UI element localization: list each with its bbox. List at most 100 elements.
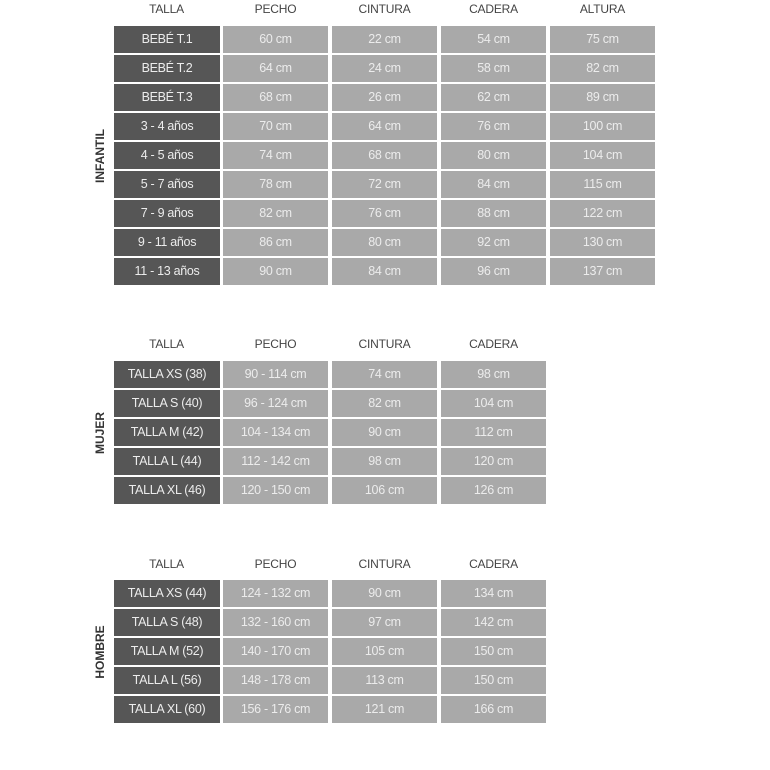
measurement-cell: 100 cm [550, 113, 655, 140]
measurement-cell: 104 - 134 cm [223, 419, 328, 446]
column-header: CINTURA [358, 557, 411, 571]
measurement-cell: 74 cm [332, 361, 437, 388]
size-cell: BEBÉ T.1 [114, 26, 220, 53]
measurement-cell: 166 cm [441, 696, 546, 723]
measurement-cell: 140 - 170 cm [223, 638, 328, 665]
column-header: CINTURA [358, 337, 411, 351]
measurement-cell: 112 cm [441, 419, 546, 446]
measurement-cell: 150 cm [441, 638, 546, 665]
measurement-cell: 122 cm [550, 200, 655, 227]
measurement-cell: 126 cm [441, 477, 546, 504]
measurement-cell: 26 cm [332, 84, 437, 111]
size-cell: TALLA M (52) [114, 638, 220, 665]
measurement-cell: 70 cm [223, 113, 328, 140]
column-header: CADERA [469, 557, 518, 571]
measurement-cell: 142 cm [441, 609, 546, 636]
measurement-cell: 84 cm [332, 258, 437, 285]
measurement-cell: 74 cm [223, 142, 328, 169]
column-header: TALLA [149, 557, 184, 571]
section-label: INFANTIL [93, 128, 107, 183]
measurement-cell: 150 cm [441, 667, 546, 694]
measurement-cell: 90 cm [332, 580, 437, 607]
measurement-cell: 137 cm [550, 258, 655, 285]
measurement-cell: 24 cm [332, 55, 437, 82]
measurement-cell: 64 cm [332, 113, 437, 140]
section-label: MUJER [93, 411, 107, 454]
measurement-cell: 80 cm [441, 142, 546, 169]
size-cell: 3 - 4 años [114, 113, 220, 140]
measurement-cell: 80 cm [332, 229, 437, 256]
column-header: PECHO [254, 557, 297, 571]
column-header: PECHO [254, 337, 297, 351]
measurement-cell: 132 - 160 cm [223, 609, 328, 636]
column-header: CINTURA [358, 2, 411, 16]
measurement-cell: 113 cm [332, 667, 437, 694]
measurement-cell: 68 cm [332, 142, 437, 169]
size-cell: TALLA L (44) [114, 448, 220, 475]
size-cell: 11 - 13 años [114, 258, 220, 285]
measurement-cell: 75 cm [550, 26, 655, 53]
measurement-cell: 62 cm [441, 84, 546, 111]
measurement-cell: 89 cm [550, 84, 655, 111]
measurement-cell: 96 cm [441, 258, 546, 285]
measurement-cell: 124 - 132 cm [223, 580, 328, 607]
measurement-cell: 86 cm [223, 229, 328, 256]
measurement-cell: 54 cm [441, 26, 546, 53]
measurement-cell: 84 cm [441, 171, 546, 198]
column-header: PECHO [254, 2, 297, 16]
measurement-cell: 120 cm [441, 448, 546, 475]
measurement-cell: 115 cm [550, 171, 655, 198]
measurement-cell: 105 cm [332, 638, 437, 665]
size-cell: TALLA XL (60) [114, 696, 220, 723]
measurement-cell: 156 - 176 cm [223, 696, 328, 723]
size-cell: TALLA L (56) [114, 667, 220, 694]
column-header: TALLA [149, 2, 184, 16]
measurement-cell: 22 cm [332, 26, 437, 53]
measurement-cell: 98 cm [332, 448, 437, 475]
size-cell: TALLA XS (38) [114, 361, 220, 388]
measurement-cell: 82 cm [332, 390, 437, 417]
measurement-cell: 64 cm [223, 55, 328, 82]
measurement-cell: 104 cm [550, 142, 655, 169]
measurement-cell: 104 cm [441, 390, 546, 417]
measurement-cell: 78 cm [223, 171, 328, 198]
measurement-cell: 130 cm [550, 229, 655, 256]
measurement-cell: 68 cm [223, 84, 328, 111]
measurement-cell: 82 cm [550, 55, 655, 82]
size-cell: TALLA S (40) [114, 390, 220, 417]
measurement-cell: 120 - 150 cm [223, 477, 328, 504]
measurement-cell: 60 cm [223, 26, 328, 53]
measurement-cell: 90 cm [223, 258, 328, 285]
size-cell: BEBÉ T.2 [114, 55, 220, 82]
size-cell: 4 - 5 años [114, 142, 220, 169]
measurement-cell: 92 cm [441, 229, 546, 256]
size-cell: 7 - 9 años [114, 200, 220, 227]
measurement-cell: 88 cm [441, 200, 546, 227]
measurement-cell: 134 cm [441, 580, 546, 607]
size-cell: TALLA M (42) [114, 419, 220, 446]
measurement-cell: 98 cm [441, 361, 546, 388]
measurement-cell: 90 - 114 cm [223, 361, 328, 388]
measurement-cell: 121 cm [332, 696, 437, 723]
measurement-cell: 96 - 124 cm [223, 390, 328, 417]
size-cell: TALLA XS (44) [114, 580, 220, 607]
measurement-cell: 58 cm [441, 55, 546, 82]
size-cell: BEBÉ T.3 [114, 84, 220, 111]
size-cell: 9 - 11 años [114, 229, 220, 256]
column-header: ALTURA [579, 2, 626, 16]
size-cell: TALLA XL (46) [114, 477, 220, 504]
measurement-cell: 148 - 178 cm [223, 667, 328, 694]
measurement-cell: 112 - 142 cm [223, 448, 328, 475]
column-header: CADERA [469, 2, 518, 16]
column-header: TALLA [149, 337, 184, 351]
column-header: CADERA [469, 337, 518, 351]
measurement-cell: 106 cm [332, 477, 437, 504]
measurement-cell: 97 cm [332, 609, 437, 636]
size-cell: 5 - 7 años [114, 171, 220, 198]
measurement-cell: 72 cm [332, 171, 437, 198]
section-label: HOMBRE [93, 624, 107, 679]
measurement-cell: 82 cm [223, 200, 328, 227]
measurement-cell: 90 cm [332, 419, 437, 446]
measurement-cell: 76 cm [441, 113, 546, 140]
measurement-cell: 76 cm [332, 200, 437, 227]
